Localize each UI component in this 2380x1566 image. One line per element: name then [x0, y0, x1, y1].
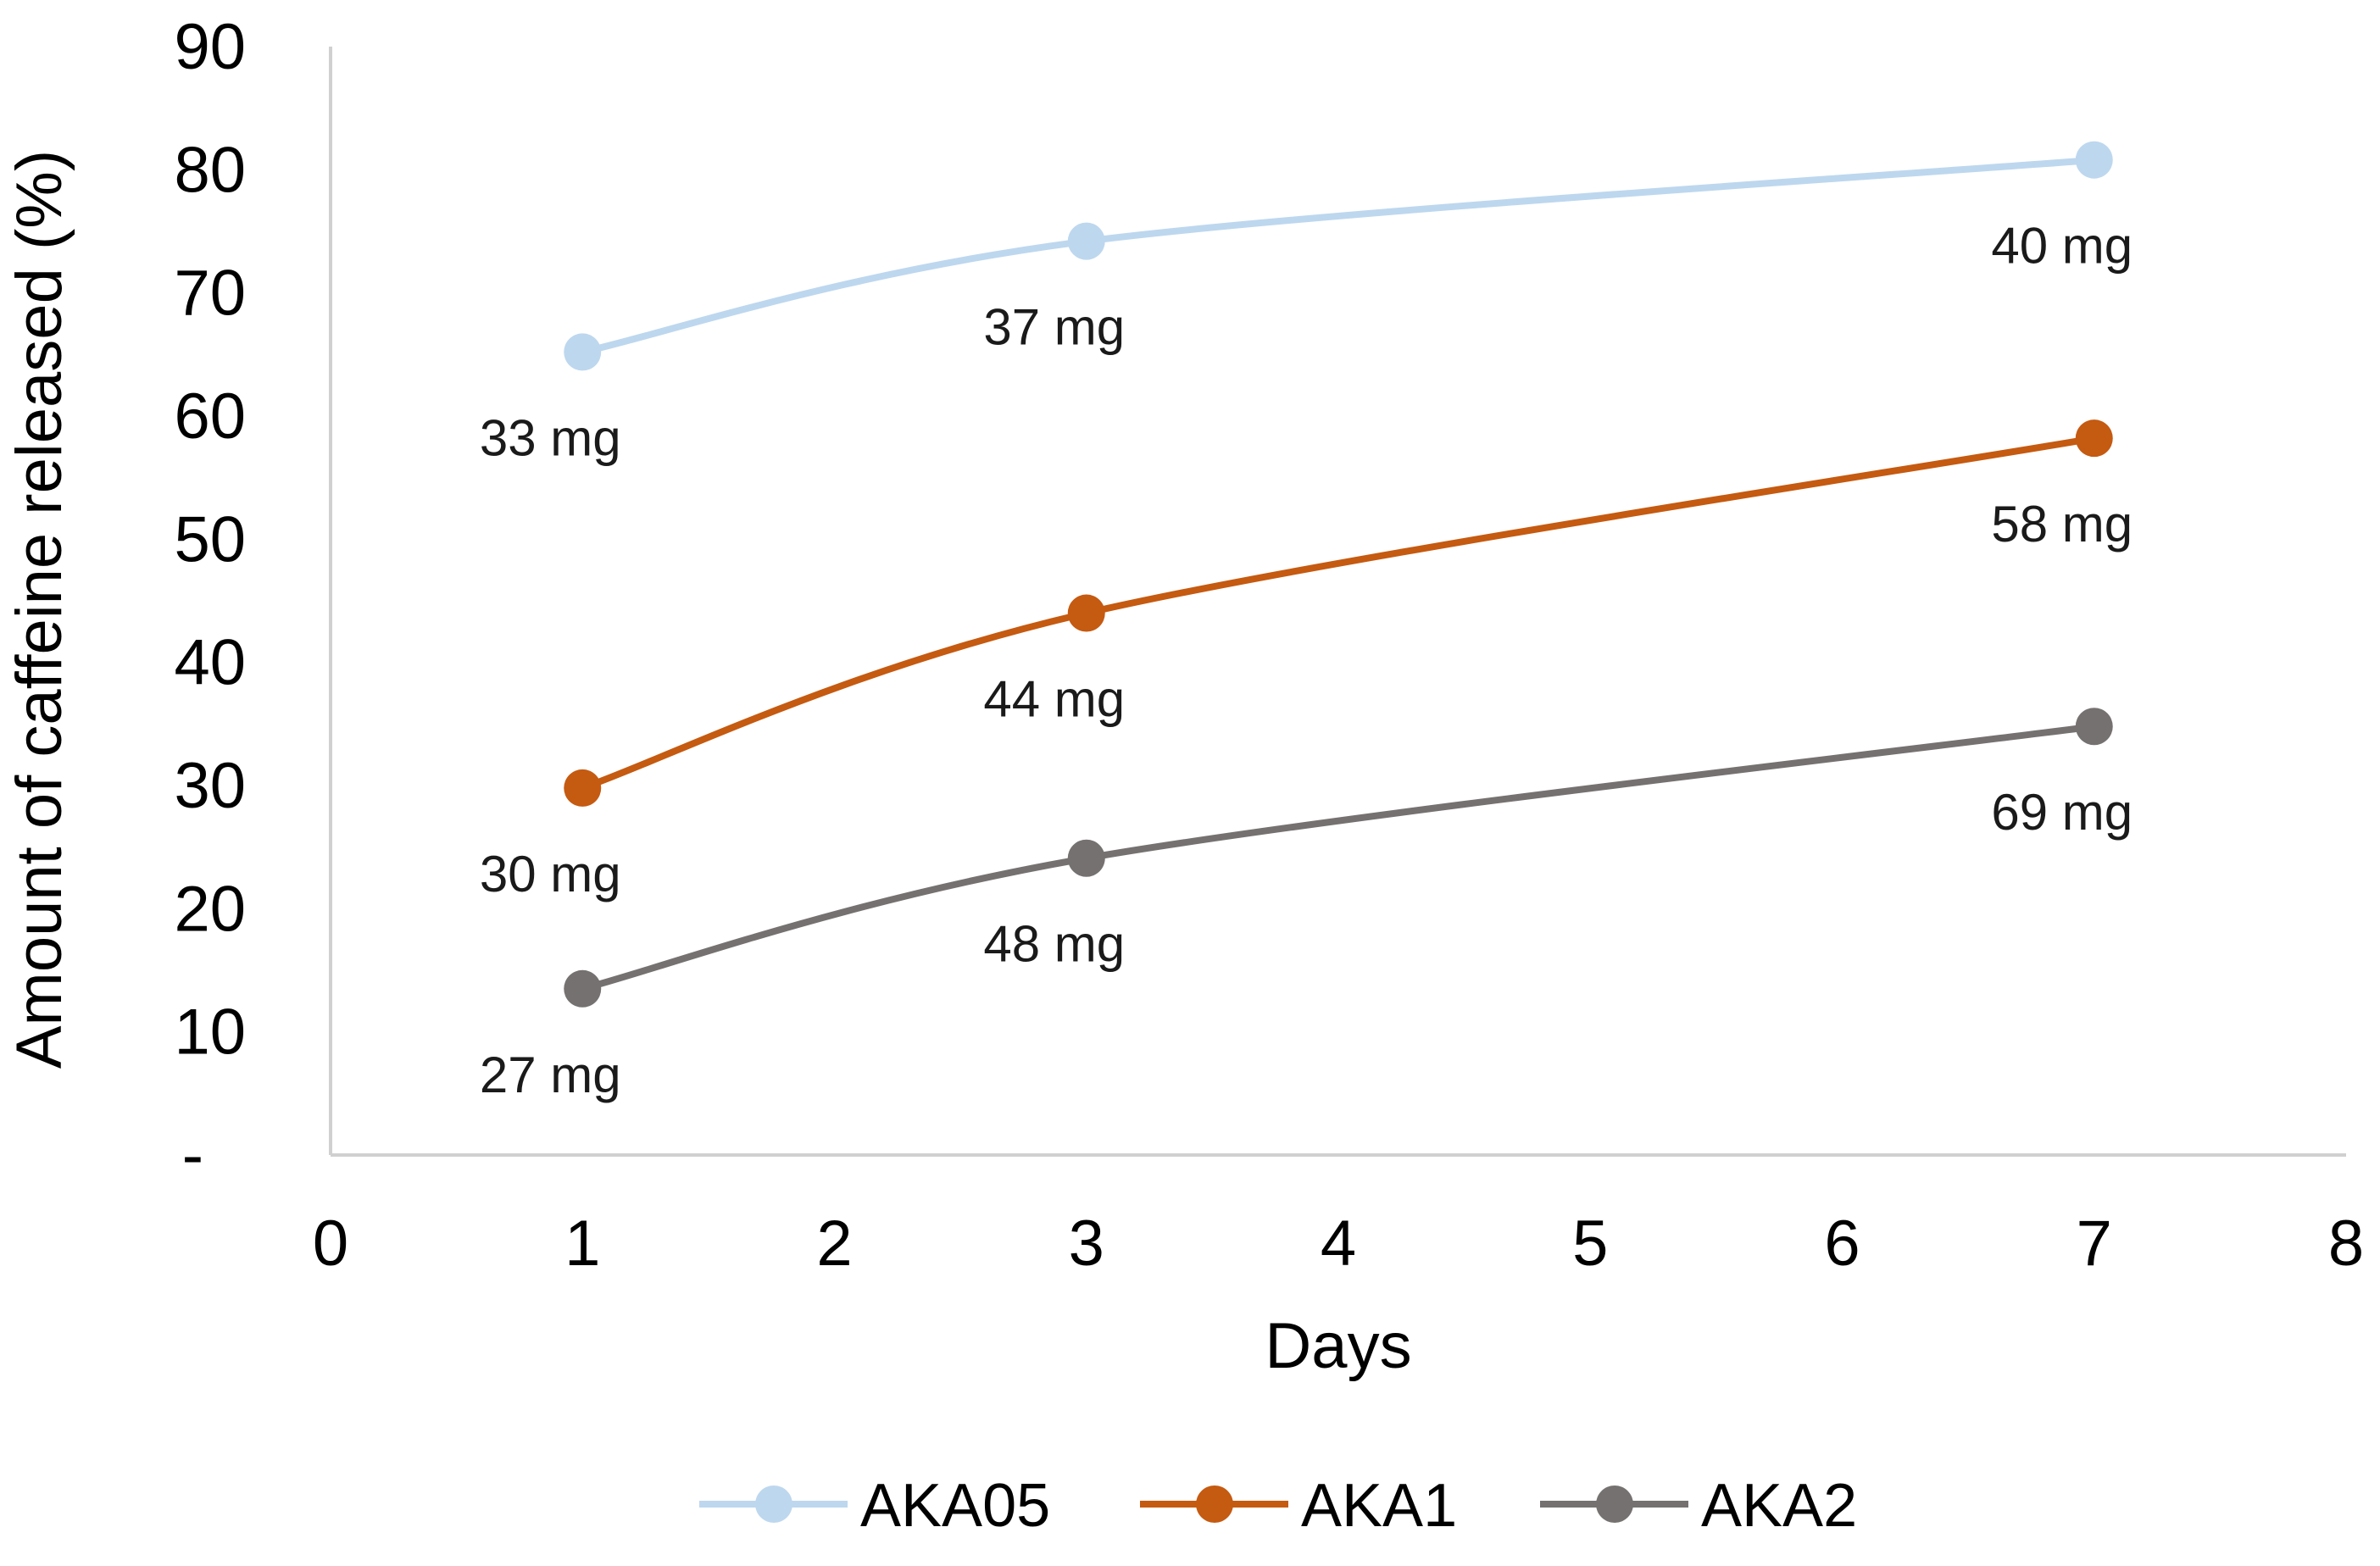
series-line-aka1	[579, 435, 2098, 791]
legend-item-aka2: AKA2	[1540, 1472, 1857, 1540]
data-label-aka2: 69 mg	[1991, 784, 2133, 841]
legend-label: AKA2	[1701, 1472, 1857, 1540]
x-tick-label: 8	[2328, 1208, 2364, 1280]
x-axis-title: Days	[1265, 1310, 1411, 1382]
x-tick-label: 2	[816, 1208, 852, 1280]
legend-item-aka05: AKA05	[699, 1472, 1050, 1540]
legend-swatch-marker	[1596, 1485, 1633, 1523]
y-tick-label: -	[182, 1119, 203, 1191]
series-group	[564, 141, 2113, 1008]
data-point-aka05	[1067, 222, 1105, 260]
data-label-aka2: 48 mg	[983, 916, 1125, 973]
y-tick-label: 40	[174, 627, 246, 699]
data-label-aka05: 40 mg	[1991, 218, 2133, 275]
data-label-aka05: 37 mg	[983, 299, 1125, 356]
series-line-aka2	[579, 723, 2098, 992]
data-label-aka1: 58 mg	[1991, 496, 2133, 553]
x-tick-label: 4	[1321, 1208, 1356, 1280]
series-line-aka05	[579, 156, 2098, 356]
data-point-aka2	[564, 969, 602, 1008]
data-label-aka05: 33 mg	[480, 409, 621, 466]
y-tick-labels: - 10 20 30 40 50 60 70 80 90	[174, 11, 246, 1191]
y-tick-label: 80	[174, 134, 246, 206]
x-tick-label: 1	[564, 1208, 600, 1280]
legend-swatch-marker	[1196, 1485, 1233, 1523]
data-point-aka05	[564, 333, 602, 371]
legend-label: AKA05	[860, 1472, 1050, 1540]
axes	[329, 47, 2346, 1157]
data-point-aka1	[1067, 594, 1105, 632]
x-tick-label: 5	[1572, 1208, 1608, 1280]
legend-item-aka1: AKA1	[1140, 1472, 1457, 1540]
data-point-aka05	[2075, 141, 2113, 179]
data-label-aka2: 27 mg	[480, 1047, 621, 1103]
data-label-aka1: 30 mg	[480, 846, 621, 902]
y-tick-label: 70	[174, 258, 246, 330]
x-tick-labels: 0 1 2 3 4 5 6 7 8	[313, 1208, 2364, 1280]
y-tick-label: 20	[174, 873, 246, 945]
y-tick-label: 10	[174, 997, 246, 1069]
data-label-aka1: 44 mg	[983, 671, 1125, 728]
data-point-aka1	[564, 769, 602, 807]
y-tick-label: 90	[174, 11, 246, 83]
x-tick-label: 0	[313, 1208, 348, 1280]
legend-swatch-marker	[755, 1485, 792, 1523]
legend-label: AKA1	[1301, 1472, 1457, 1540]
y-axis-title: Amount of caffeine released (%)	[3, 150, 75, 1069]
x-tick-label: 6	[1824, 1208, 1860, 1280]
data-point-aka2	[1067, 839, 1105, 877]
y-tick-label: 30	[174, 750, 246, 822]
data-point-aka2	[2075, 708, 2113, 746]
x-tick-label: 3	[1069, 1208, 1104, 1280]
x-tick-label: 7	[2077, 1208, 2112, 1280]
data-point-aka1	[2075, 419, 2113, 458]
y-tick-label: 50	[174, 503, 246, 575]
legend: AKA05 AKA1 AKA2	[699, 1472, 1857, 1540]
y-tick-label: 60	[174, 380, 246, 453]
data-labels: 33 mg 37 mg 40 mg 30 mg 44 mg 58 mg 27 mg 48 mg…	[480, 218, 2133, 1103]
